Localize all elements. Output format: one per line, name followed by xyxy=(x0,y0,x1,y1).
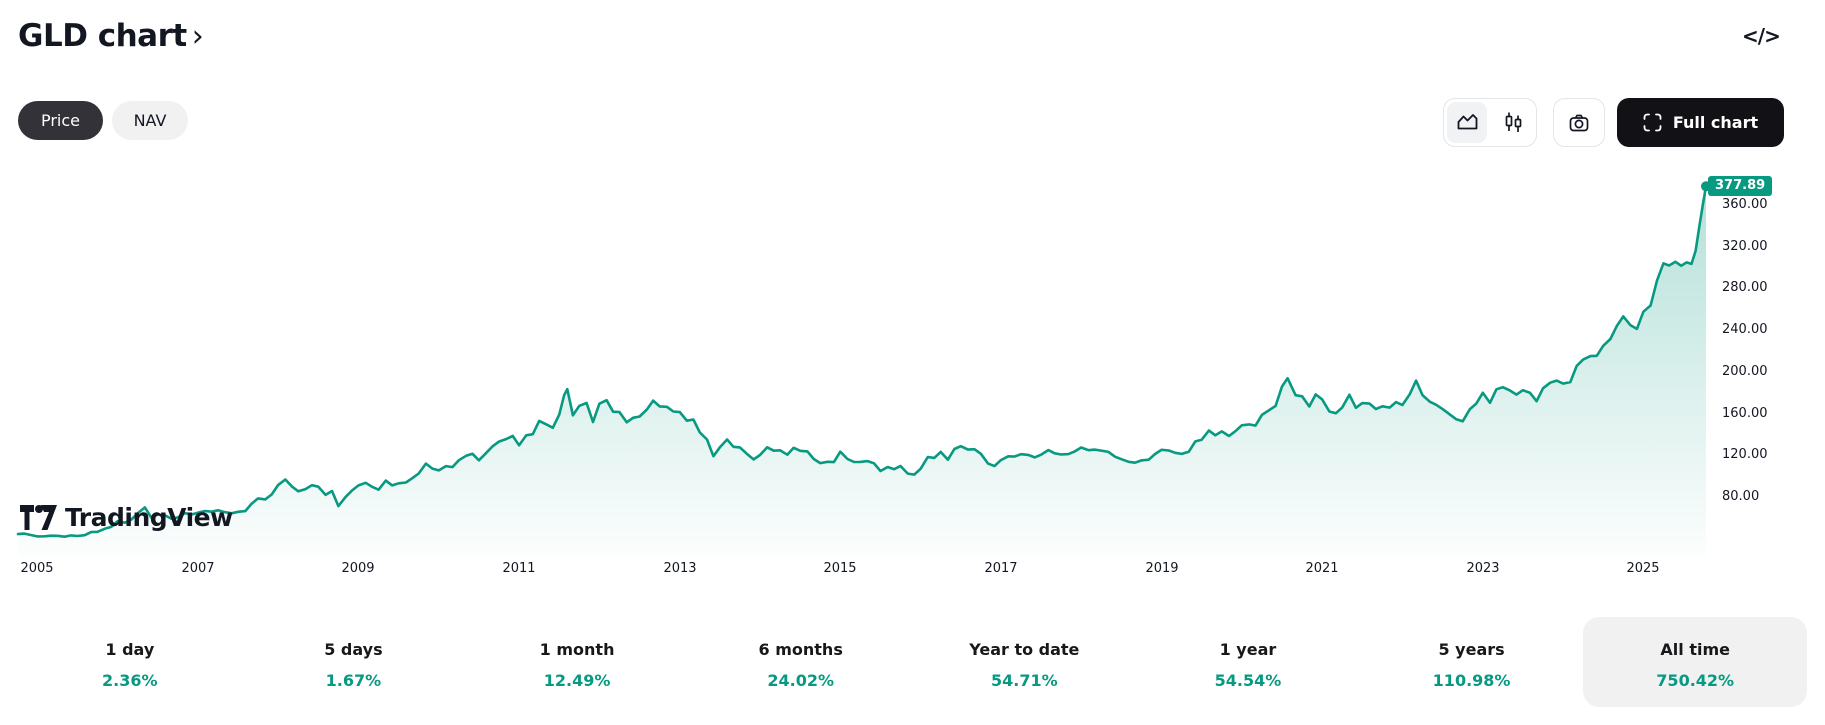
period-label: Year to date xyxy=(969,640,1080,659)
period-value: 54.71% xyxy=(990,671,1058,690)
period-stats-bar: 1 day 2.36% 5 days 1.67% 1 month 12.49% … xyxy=(18,617,1807,707)
x-axis-label: 2007 xyxy=(181,561,215,576)
area-fill xyxy=(18,186,1706,557)
period-label: All time xyxy=(1660,640,1730,659)
period-value: 1.67% xyxy=(325,671,382,690)
y-axis-label: 200.00 xyxy=(1722,364,1768,379)
price-chart[interactable]: 377.89 360.00 320.00 280.00 240.00 200.00 160… xyxy=(0,150,1825,600)
x-axis-label: 2013 xyxy=(663,561,697,576)
title-text: GLD chart xyxy=(18,18,187,54)
y-axis-label: 120.00 xyxy=(1722,447,1768,462)
period-1-year[interactable]: 1 year 54.54% xyxy=(1136,617,1360,707)
x-axis-label: 2005 xyxy=(20,561,54,576)
x-axis-label: 2023 xyxy=(1466,561,1500,576)
price-toggle-button[interactable]: Price xyxy=(18,101,103,140)
snapshot-camera-button[interactable] xyxy=(1553,98,1605,147)
full-chart-button[interactable]: Full chart xyxy=(1617,98,1784,147)
y-axis-label: 360.00 xyxy=(1722,197,1768,212)
period-6-months[interactable]: 6 months 24.02% xyxy=(689,617,913,707)
area-chart-icon xyxy=(1457,114,1477,130)
tradingview-logo-text: TradingView xyxy=(65,503,233,532)
period-label: 1 day xyxy=(105,640,155,659)
period-value: 750.42% xyxy=(1656,671,1735,690)
period-value: 110.98% xyxy=(1432,671,1511,690)
period-label: 5 years xyxy=(1438,640,1505,659)
area-series xyxy=(16,181,1711,557)
candlestick-chart-type-button[interactable] xyxy=(1493,102,1533,143)
period-1-day[interactable]: 1 day 2.36% xyxy=(18,617,242,707)
period-label: 1 year xyxy=(1219,640,1277,659)
x-axis-label: 2015 xyxy=(823,561,857,576)
candlestick-icon xyxy=(1505,112,1521,132)
period-label: 1 month xyxy=(539,640,615,659)
x-axis-label: 2011 xyxy=(502,561,536,576)
full-chart-label: Full chart xyxy=(1672,113,1759,132)
x-axis-label: 2009 xyxy=(341,561,375,576)
y-axis-label: 160.00 xyxy=(1722,406,1768,421)
period-5-years[interactable]: 5 years 110.98% xyxy=(1360,617,1584,707)
x-axis-label: 2021 xyxy=(1305,561,1339,576)
chevron-right-icon: › xyxy=(191,19,204,54)
period-label: 5 days xyxy=(324,640,383,659)
x-axis-label: 2019 xyxy=(1145,561,1179,576)
period-all-time[interactable]: All time 750.42% xyxy=(1583,617,1807,707)
period-year-to-date[interactable]: Year to date 54.71% xyxy=(913,617,1137,707)
period-1-month[interactable]: 1 month 12.49% xyxy=(465,617,689,707)
area-chart-type-button[interactable] xyxy=(1447,102,1487,143)
period-value: 2.36% xyxy=(102,671,158,690)
tradingview-watermark[interactable]: TradingView xyxy=(20,503,233,532)
page-title[interactable]: GLD chart › xyxy=(18,18,204,54)
tradingview-logo-icon xyxy=(20,505,57,530)
x-axis-label: 2017 xyxy=(984,561,1018,576)
y-axis-label: 320.00 xyxy=(1722,239,1768,254)
camera-icon xyxy=(1569,114,1589,131)
period-label: 6 months xyxy=(758,640,843,659)
y-axis-label: 280.00 xyxy=(1722,280,1768,295)
period-5-days[interactable]: 5 days 1.67% xyxy=(242,617,466,707)
y-axis-label: 240.00 xyxy=(1722,322,1768,337)
period-value: 54.54% xyxy=(1214,671,1282,690)
chart-type-switcher xyxy=(1443,98,1537,147)
last-price-badge: 377.89 xyxy=(1708,176,1773,196)
embed-code-icon[interactable]: </> xyxy=(1742,24,1781,48)
y-axis-label: 80.00 xyxy=(1722,489,1760,504)
nav-toggle-button[interactable]: NAV xyxy=(112,101,188,140)
fullscreen-icon xyxy=(1643,113,1662,132)
price-line xyxy=(16,185,1708,538)
period-value: 12.49% xyxy=(543,671,611,690)
x-axis-label: 2025 xyxy=(1626,561,1660,576)
period-value: 24.02% xyxy=(767,671,834,690)
